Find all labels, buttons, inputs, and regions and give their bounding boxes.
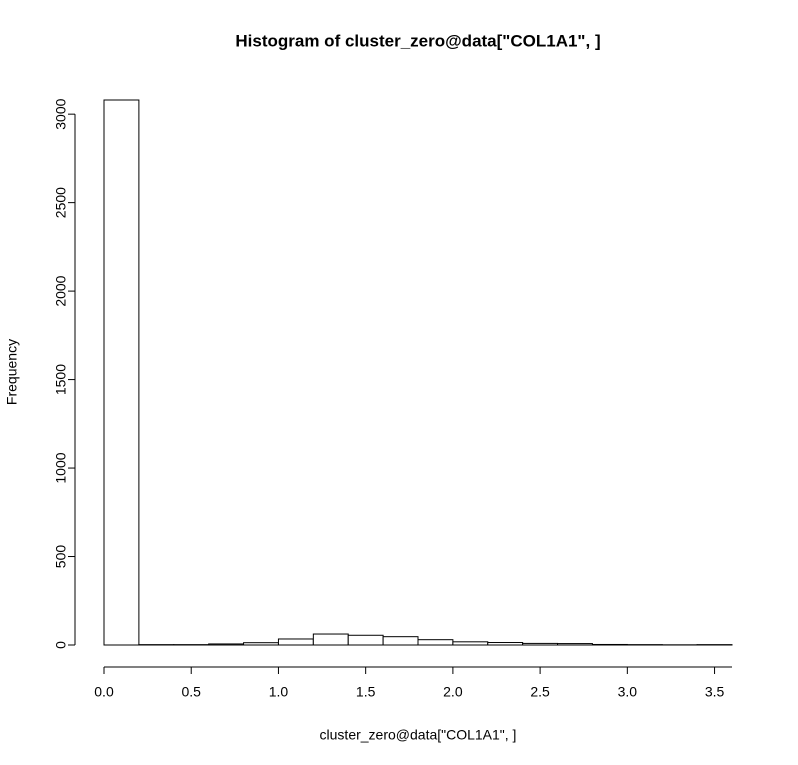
y-axis-label: Frequency [4, 339, 20, 405]
bar [382, 636, 419, 646]
y-tick-label: 2000 [53, 275, 69, 306]
x-tick-label: 3.5 [705, 684, 725, 700]
chart-title: Histogram of cluster_zero@data["COL1A1",… [235, 31, 600, 50]
y-tick-label: 1500 [53, 364, 69, 395]
x-tick-label: 2.0 [443, 684, 463, 700]
x-tick-label: 2.5 [530, 684, 550, 700]
bar [452, 641, 489, 646]
bar [347, 634, 384, 646]
bar [243, 642, 279, 646]
y-tick-label: 1000 [53, 452, 69, 483]
bar [208, 643, 245, 646]
y-tick-label: 2500 [53, 187, 69, 218]
bar [417, 639, 454, 646]
bar [487, 642, 524, 646]
x-tick-label: 3.0 [618, 684, 638, 700]
bar [103, 99, 140, 646]
bar [277, 638, 314, 646]
x-tick-label: 1.0 [269, 684, 289, 700]
x-tick-label: 0.0 [94, 684, 114, 700]
y-tick-label: 3000 [53, 98, 69, 129]
x-tick-label: 0.5 [181, 684, 201, 700]
bar [591, 643, 628, 646]
y-tick-label: 500 [53, 545, 69, 569]
bar [522, 642, 559, 646]
bar [312, 633, 349, 646]
x-tick-label: 1.5 [356, 684, 376, 700]
bar [557, 643, 593, 646]
x-axis-label: cluster_zero@data["COL1A1", ] [320, 727, 517, 743]
y-tick-label: 0 [53, 641, 69, 649]
